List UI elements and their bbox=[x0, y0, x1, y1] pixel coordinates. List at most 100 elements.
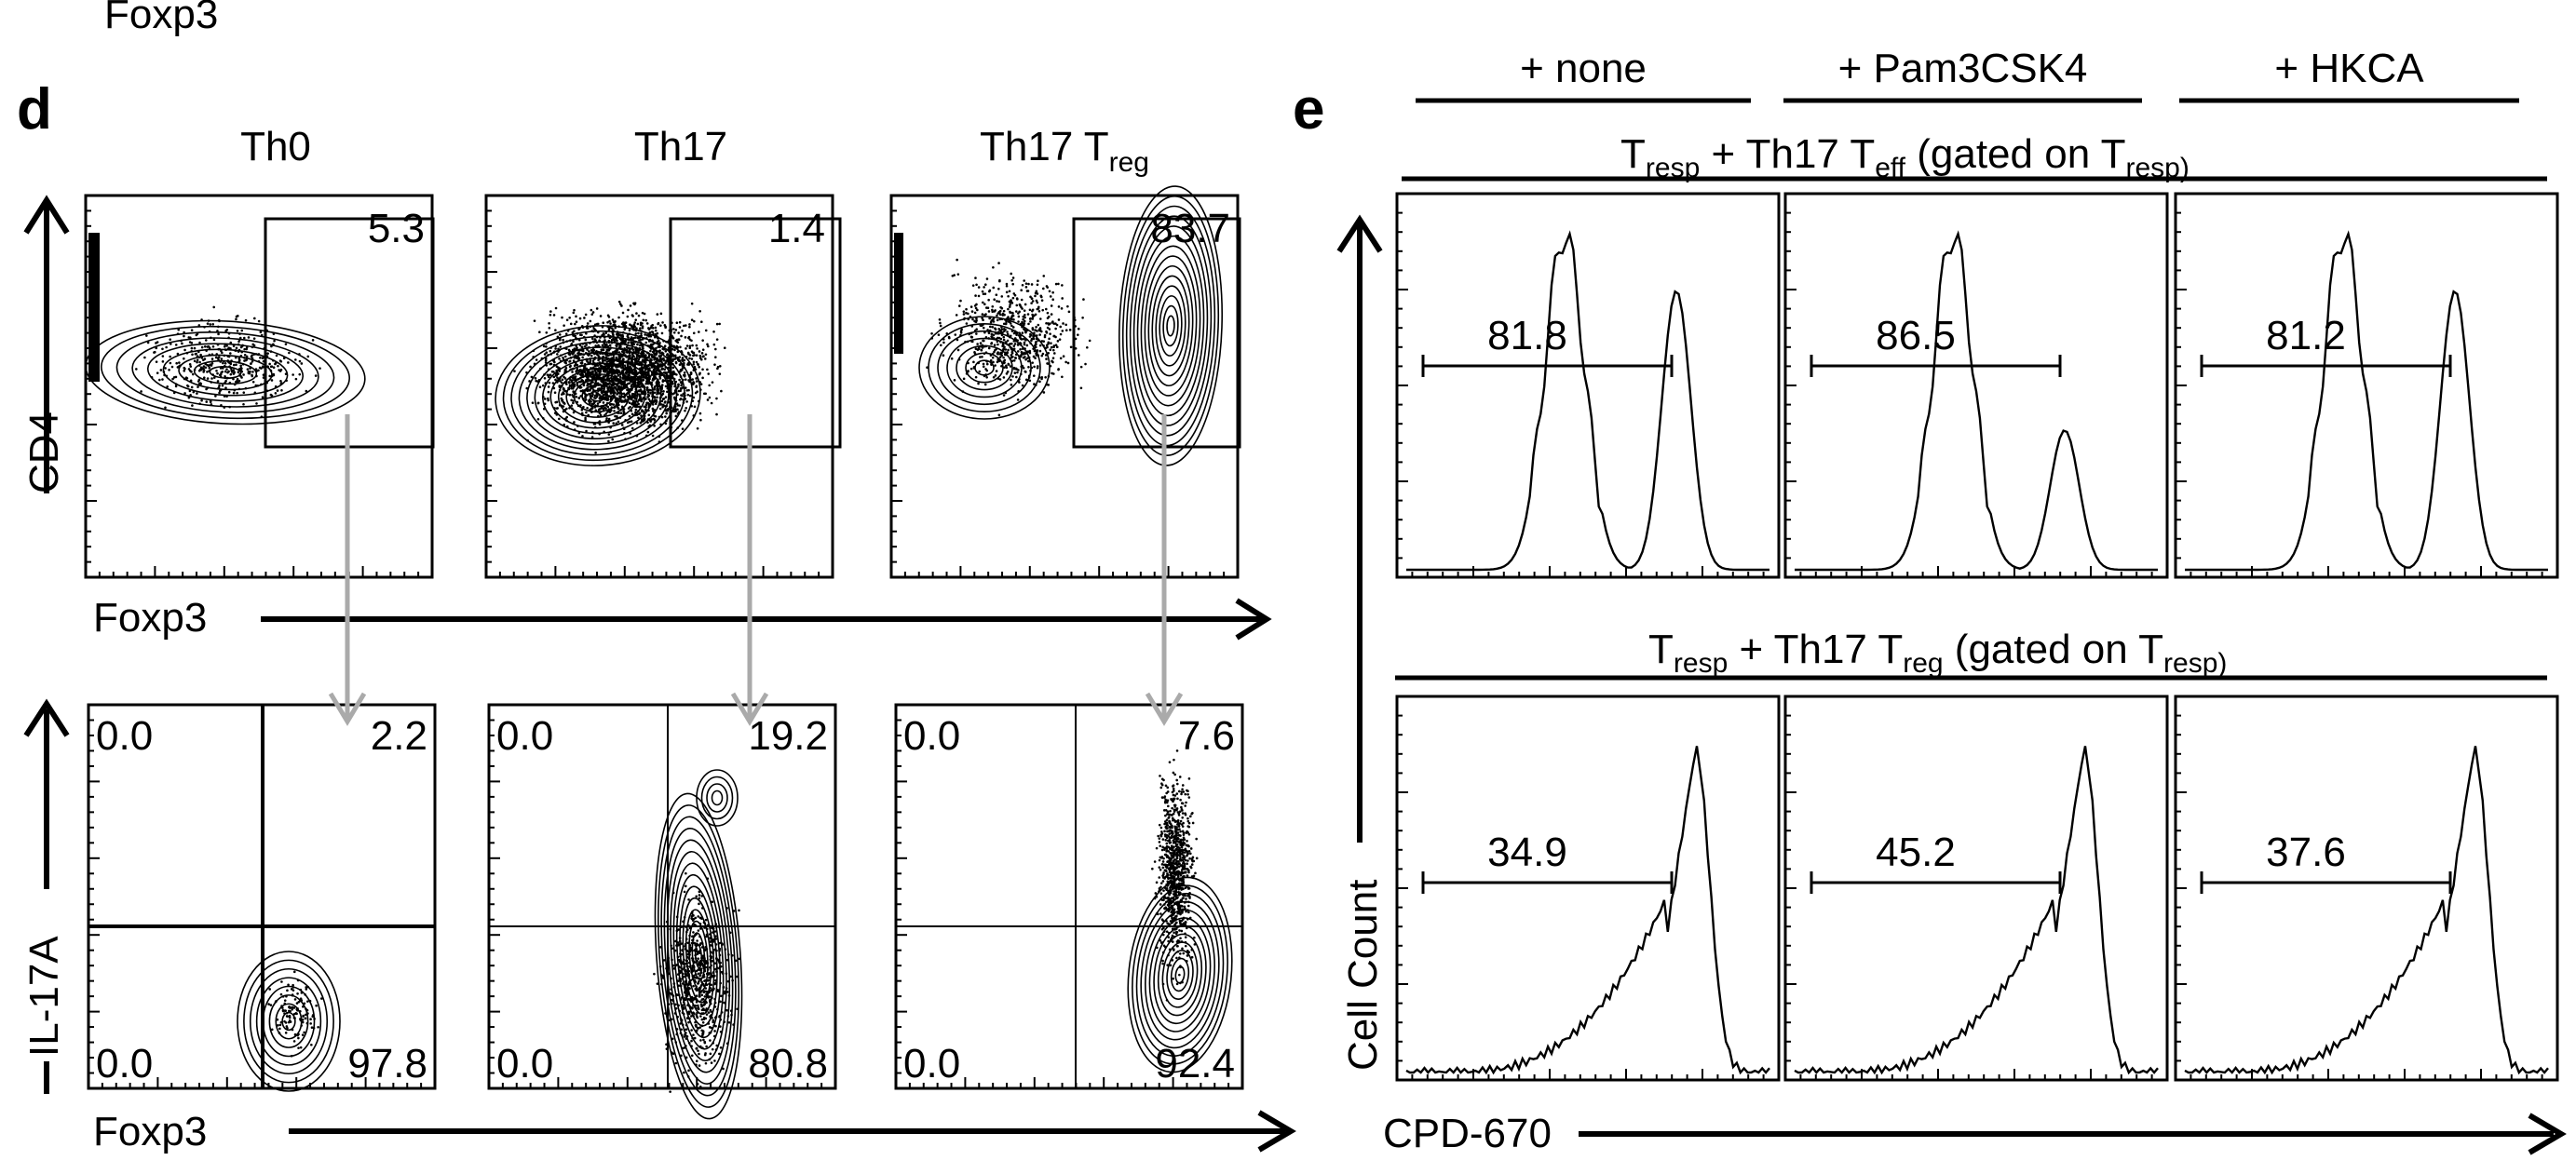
event-dot bbox=[554, 400, 557, 404]
event-dot bbox=[194, 353, 197, 356]
event-dot bbox=[297, 1036, 300, 1040]
event-dot bbox=[678, 326, 682, 329]
event-dot bbox=[633, 371, 637, 373]
event-dot bbox=[698, 357, 702, 359]
event-dot bbox=[693, 1036, 697, 1040]
event-dot bbox=[1056, 340, 1060, 343]
event-dot bbox=[987, 298, 990, 302]
event-dot bbox=[555, 365, 559, 369]
event-dot bbox=[656, 388, 658, 392]
event-dot bbox=[562, 405, 565, 408]
event-dot bbox=[222, 361, 224, 365]
contour-line bbox=[85, 319, 366, 425]
event-dot bbox=[632, 323, 636, 326]
event-dot bbox=[1017, 315, 1021, 318]
event-dot bbox=[698, 991, 702, 994]
event-dot bbox=[702, 392, 706, 396]
event-dot bbox=[187, 336, 191, 339]
event-dot bbox=[969, 335, 973, 339]
event-dot bbox=[649, 326, 653, 330]
event-dot bbox=[647, 398, 651, 401]
event-dot bbox=[202, 365, 206, 368]
event-dot bbox=[287, 983, 290, 987]
event-dot bbox=[640, 351, 644, 354]
event-dot bbox=[567, 353, 571, 356]
event-dot bbox=[665, 1043, 668, 1046]
event-dot bbox=[206, 377, 210, 380]
event-dot bbox=[692, 381, 695, 384]
event-dot bbox=[573, 308, 576, 312]
event-dot bbox=[645, 387, 649, 391]
event-dot bbox=[638, 397, 642, 400]
event-dot bbox=[224, 362, 227, 365]
event-dot bbox=[709, 1008, 712, 1012]
cd4-foxp3-plot-0: 5.3 bbox=[84, 194, 435, 579]
event-dot bbox=[590, 375, 592, 378]
event-dot bbox=[641, 390, 644, 393]
event-dot bbox=[1057, 282, 1060, 286]
event-dot bbox=[709, 1039, 712, 1042]
event-dot bbox=[701, 997, 705, 1001]
event-dot bbox=[685, 1028, 688, 1032]
event-dot bbox=[1005, 364, 1008, 368]
event-dot bbox=[253, 317, 256, 320]
event-dot bbox=[1050, 304, 1053, 307]
event-dot bbox=[981, 355, 983, 358]
event-dot bbox=[628, 373, 631, 377]
axis-pileup bbox=[88, 233, 100, 382]
event-dot bbox=[1036, 330, 1038, 332]
event-dot bbox=[939, 321, 942, 325]
event-dot bbox=[183, 367, 186, 371]
event-dot bbox=[997, 336, 1001, 340]
event-dot bbox=[175, 361, 178, 365]
event-dot bbox=[585, 411, 588, 414]
event-dot bbox=[600, 407, 603, 410]
event-dot bbox=[1025, 344, 1029, 347]
event-dot bbox=[603, 374, 607, 378]
event-dot bbox=[1068, 329, 1072, 331]
event-dot bbox=[972, 360, 975, 364]
event-dot bbox=[591, 359, 595, 362]
contour-line bbox=[115, 331, 335, 413]
event-dot bbox=[612, 403, 616, 406]
event-dot bbox=[983, 383, 987, 386]
event-dot bbox=[1012, 367, 1016, 371]
event-dot bbox=[570, 404, 574, 407]
event-dot bbox=[965, 311, 968, 315]
event-dot bbox=[632, 336, 635, 340]
event-dot bbox=[662, 358, 666, 362]
event-dot bbox=[1064, 323, 1067, 327]
event-dot bbox=[697, 972, 700, 976]
il17a-foxp3-plots: 0.0 2.20.0 97.80.0 19.20.0 80.80.0 7.60.0 92.4 bbox=[87, 703, 1244, 1120]
event-dot bbox=[1037, 309, 1041, 313]
event-dot bbox=[602, 401, 605, 404]
event-dot bbox=[572, 399, 575, 402]
event-dot bbox=[962, 377, 966, 381]
event-dot bbox=[693, 319, 696, 323]
event-dot bbox=[236, 379, 238, 383]
event-dot bbox=[627, 341, 630, 344]
event-dot bbox=[707, 978, 711, 982]
event-dot bbox=[970, 310, 974, 313]
event-dot bbox=[637, 351, 640, 354]
event-dot bbox=[311, 339, 315, 342]
event-dot bbox=[704, 918, 708, 922]
event-dot bbox=[251, 343, 255, 346]
il17a-foxp3-plot-1: 0.0 19.20.0 80.8 bbox=[487, 703, 837, 1120]
event-dot bbox=[572, 351, 576, 354]
event-dot bbox=[634, 318, 638, 321]
event-dot bbox=[1059, 357, 1063, 360]
event-dot bbox=[277, 364, 279, 368]
event-dot bbox=[1036, 283, 1039, 287]
event-dot bbox=[662, 397, 666, 400]
event-dot bbox=[617, 316, 620, 319]
event-dot bbox=[564, 332, 568, 335]
event-dot bbox=[178, 361, 181, 364]
event-dot bbox=[607, 395, 611, 398]
event-dot bbox=[710, 401, 713, 405]
event-dot bbox=[699, 986, 702, 989]
event-dot bbox=[626, 315, 630, 318]
event-dot bbox=[994, 348, 997, 352]
event-dot bbox=[698, 350, 701, 353]
event-dot bbox=[276, 1018, 279, 1021]
